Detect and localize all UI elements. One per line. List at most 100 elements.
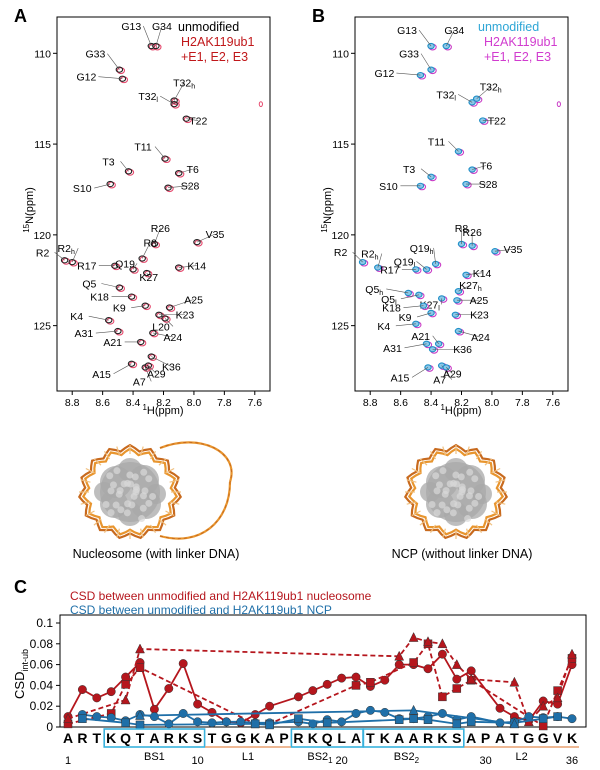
histone-texture: [471, 475, 479, 483]
peak-label: K4: [70, 311, 83, 323]
peak-contour-unmodified: [182, 115, 191, 122]
peak-contour-unmodified: [152, 42, 160, 50]
peak-label: R26: [151, 223, 170, 235]
series-line: [67, 636, 573, 724]
peak-contour-unmodified: [115, 66, 124, 73]
histone-texture: [439, 467, 447, 475]
peak-label: A25: [470, 295, 489, 307]
panel-c-sequence: A R T K Q T A R K S T G G K A P R K Q L A T K A A R K S A P A T G G V K1 10 2…: [63, 728, 579, 767]
data-point: [178, 709, 188, 718]
region-label: L2: [515, 751, 527, 763]
region-name: BS1: [144, 751, 165, 763]
peak-contour-unmodified: [104, 317, 113, 324]
binding-site-box: [103, 728, 206, 748]
data-point: [451, 659, 462, 669]
peak-leader-line: [168, 185, 191, 188]
peak-label-residue: Q5: [381, 294, 395, 306]
data-point: [409, 714, 418, 723]
residue-letter: T: [366, 730, 375, 746]
histone-texture: [443, 506, 451, 514]
dna-rung: [85, 467, 95, 474]
dna-rung: [411, 467, 421, 474]
peak-label: R8: [143, 237, 157, 249]
peak-leader-line: [403, 305, 424, 308]
dna-rung: [484, 458, 493, 466]
region-label: BS1: [144, 751, 165, 763]
data-point: [77, 685, 87, 695]
peak-label-residue: R2: [58, 243, 72, 255]
peak-leader-line: [54, 252, 65, 261]
data-point: [178, 659, 188, 669]
peak-contour-unmodified: [442, 42, 451, 50]
panel-c-axes: 0 0.02 0.04 0.06 0.08 0.1: [30, 616, 60, 734]
peak-contour-unmodified: [144, 362, 153, 369]
peak-label-subscript: l: [414, 262, 416, 269]
data-point: [322, 679, 332, 689]
panel-a-axes: 8.8 8.6 8.4 8.2 8.0 7.8 7.6 110 115 120 125: [33, 48, 262, 409]
residue-letter: T: [136, 730, 145, 746]
histone-texture: [145, 475, 153, 483]
residue-letter: P: [481, 730, 490, 746]
y-tick-label: 120: [331, 230, 349, 242]
data-point: [452, 684, 462, 693]
histone-texture: [138, 515, 146, 523]
peak-label: K18: [90, 292, 109, 304]
peak-leader-line: [71, 247, 79, 263]
peak-leader-line: [164, 318, 174, 327]
peak-label-subscript: h: [430, 249, 434, 256]
peak-leader-line: [404, 343, 427, 349]
data-point: [293, 692, 303, 702]
peak-label: T32h: [173, 78, 195, 91]
peak-contour-unmodified: [143, 269, 151, 277]
panel-a: A unmodified H2AK119ub1 +E1, E2, E3 G13 G…: [14, 6, 271, 561]
region-subscript: 1: [328, 756, 333, 765]
peak-label: Q5: [82, 279, 96, 291]
peak-label: A7: [433, 375, 446, 387]
histone-texture: [117, 506, 125, 514]
peak-leader-line: [472, 165, 487, 170]
data-point: [164, 684, 174, 693]
residue-letter: T: [208, 730, 217, 746]
data-point: [509, 676, 520, 687]
peak-label: R2h: [58, 243, 75, 256]
peak-label: K23: [176, 310, 195, 322]
residue-letter: V: [553, 730, 563, 746]
y-tick-label: 125: [33, 321, 51, 333]
peak-leader-line: [446, 367, 453, 374]
dna-rung: [484, 518, 493, 526]
dna-rung: [419, 458, 428, 466]
panel-b-ylabel-main: N(ppm): [322, 187, 334, 224]
panel-a-legend-unmodified: unmodified: [178, 20, 239, 34]
peak-label-residue: T32: [436, 89, 454, 101]
peak-label: A29: [147, 369, 166, 381]
panel-a-legend-enzymes: +E1, E2, E3: [181, 50, 248, 64]
data-point: [207, 707, 217, 717]
data-point: [423, 715, 433, 724]
data-point: [423, 664, 433, 674]
peak-contour-unmodified: [161, 155, 169, 162]
peak-contour-unmodified: [124, 168, 133, 175]
dna-rung: [158, 458, 167, 466]
peak-label: G12: [374, 68, 394, 80]
peak-label: T32l: [138, 91, 158, 104]
data-point: [408, 704, 419, 715]
data-point: [538, 714, 548, 723]
peak-label-subscript: h: [379, 290, 383, 297]
nucleosome-with-linker-illustration: [77, 441, 233, 540]
y-tick-label: 0.02: [30, 699, 54, 713]
y-tick-label: 0.08: [30, 637, 54, 651]
residue-letter: K: [567, 730, 577, 746]
peak-leader-line: [433, 247, 436, 264]
y-tick-label: 125: [331, 321, 349, 333]
data-point: [567, 648, 577, 659]
histone-texture: [130, 492, 138, 500]
peak-leader-line: [107, 53, 120, 70]
peak-label: A15: [391, 372, 410, 384]
peak-label-subscript: h: [191, 84, 195, 91]
data-point: [552, 692, 563, 703]
dna-rung: [491, 510, 501, 517]
x-tick-label: 7.6: [545, 397, 560, 409]
peak-label: R8: [455, 223, 469, 235]
